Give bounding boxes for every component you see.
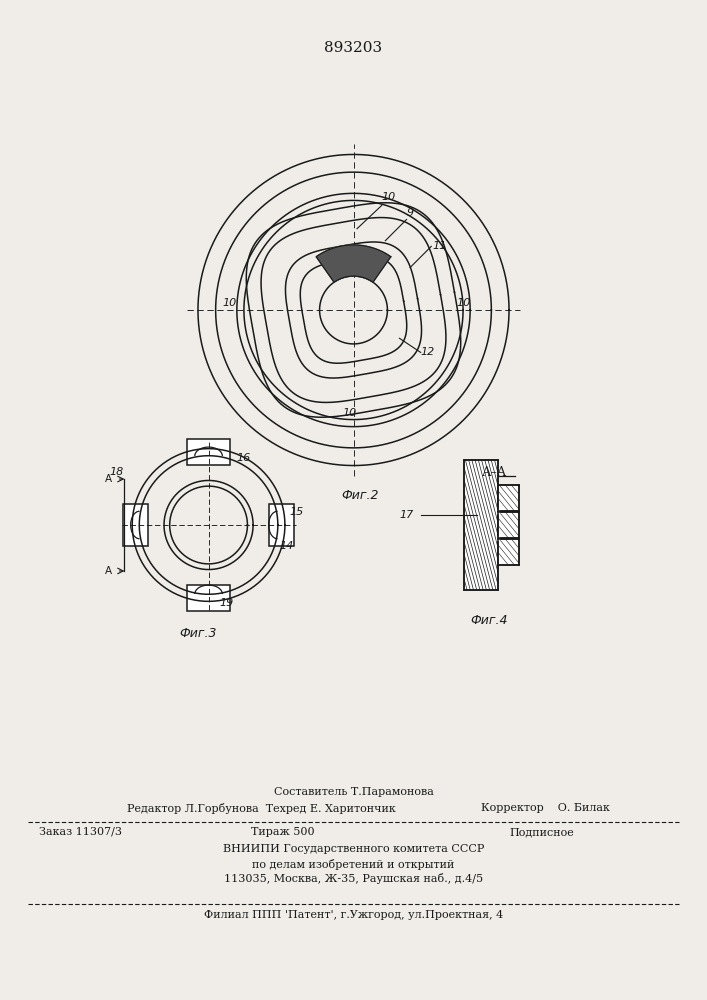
Text: Тираж 500: Тираж 500 (251, 827, 315, 837)
Bar (498, 539, 519, 565)
Text: 16: 16 (237, 453, 251, 463)
Text: 17: 17 (399, 510, 414, 520)
Text: А: А (105, 474, 112, 484)
Text: 893203: 893203 (325, 41, 382, 55)
Text: 10: 10 (456, 298, 470, 308)
Bar (123, 504, 148, 546)
Bar (498, 512, 519, 538)
Text: Составитель Т.Парамонова: Составитель Т.Парамонова (274, 787, 433, 797)
Text: Филиал ППП 'Патент', г.Ужгород, ул.Проектная, 4: Филиал ППП 'Патент', г.Ужгород, ул.Проек… (204, 910, 503, 920)
Bar (187, 585, 230, 611)
Polygon shape (316, 245, 391, 282)
Text: Фиг.3: Фиг.3 (179, 627, 217, 640)
Text: 113035, Москва, Ж-35, Раушская наб., д.4/5: 113035, Москва, Ж-35, Раушская наб., д.4… (224, 874, 483, 884)
Text: А: А (105, 566, 112, 576)
Text: 10: 10 (382, 192, 396, 202)
Text: ВНИИПИ Государственного комитета СССР: ВНИИПИ Государственного комитета СССР (223, 844, 484, 854)
Text: 14: 14 (279, 541, 293, 551)
Text: 11: 11 (433, 241, 447, 251)
Text: 10: 10 (343, 408, 357, 418)
Text: 10: 10 (223, 298, 237, 308)
Text: по делам изобретений и открытий: по делам изобретений и открытий (252, 858, 455, 869)
Text: 19: 19 (219, 598, 233, 608)
Bar (464, 460, 498, 590)
Bar (498, 485, 519, 511)
Text: 15: 15 (290, 507, 304, 517)
Text: Редактор Л.Горбунова  Техред Е. Харитончик: Редактор Л.Горбунова Техред Е. Харитончи… (127, 802, 396, 814)
Text: 12: 12 (421, 347, 435, 357)
Text: А–А: А–А (482, 466, 508, 479)
Bar (187, 439, 230, 465)
Text: Корректор    О. Билак: Корректор О. Билак (481, 803, 609, 813)
Text: Заказ 11307/3: Заказ 11307/3 (39, 827, 122, 837)
Text: Подписное: Подписное (509, 827, 574, 837)
Text: 9: 9 (407, 208, 414, 218)
Text: Фиг.2: Фиг.2 (341, 489, 380, 502)
Text: Фиг.4: Фиг.4 (470, 613, 508, 626)
Bar (269, 504, 294, 546)
Text: 18: 18 (110, 467, 124, 477)
